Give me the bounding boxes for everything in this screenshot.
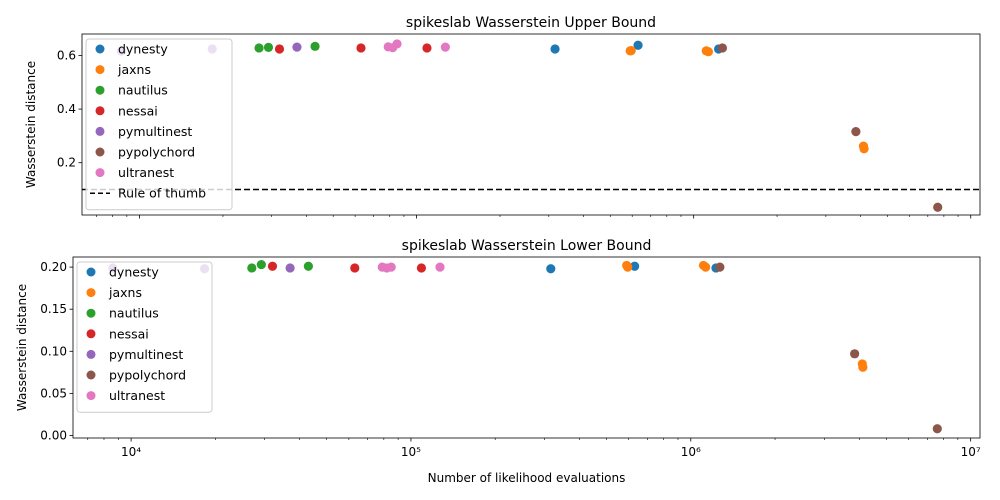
data-point-nessai bbox=[350, 263, 360, 273]
data-point-nautilus bbox=[256, 259, 266, 270]
y-tick-label: 0.20 bbox=[40, 260, 67, 274]
x-tick-label: 10⁵ bbox=[401, 445, 421, 459]
data-point-ultranest bbox=[435, 262, 445, 272]
data-point-dynesty bbox=[633, 40, 643, 50]
data-point-nessai bbox=[416, 263, 427, 273]
data-point-jaxns bbox=[858, 362, 868, 372]
legend-marker-nautilus bbox=[86, 308, 96, 318]
plot-frame bbox=[72, 256, 981, 439]
data-point-pypolychord bbox=[715, 262, 725, 272]
legend-label: Rule of thumb bbox=[118, 186, 206, 201]
chart-panel-upper: spikeslab Wasserstein Upper Bound 0.2 0.4 0… bbox=[24, 15, 981, 219]
data-point-jaxns bbox=[703, 47, 713, 57]
y-tick-label: 0.00 bbox=[40, 428, 67, 442]
data-point-nessai bbox=[267, 261, 278, 271]
y-axis-label: Wasserstein distance bbox=[15, 284, 29, 411]
data-point-ultranest bbox=[440, 42, 450, 52]
legend-label: nessai bbox=[109, 326, 149, 341]
data-point-ultranest bbox=[392, 39, 402, 49]
legend-marker-pymultinest bbox=[86, 349, 96, 359]
y-tick-label: 0.4 bbox=[57, 102, 76, 116]
data-point-pymultinest bbox=[285, 263, 295, 273]
y-tick-label: 0.6 bbox=[57, 48, 76, 62]
legend-marker-ultranest bbox=[86, 391, 96, 401]
legend-marker-pypolychord bbox=[86, 370, 96, 380]
data-point-pypolychord bbox=[850, 349, 860, 359]
data-point-pypolychord bbox=[933, 202, 943, 212]
legend-label: pypolychord bbox=[118, 145, 195, 160]
legend-marker-nessai bbox=[95, 106, 105, 116]
y-tick-label: 0.15 bbox=[40, 302, 67, 316]
data-point-jaxns bbox=[626, 46, 636, 56]
data-point-jaxns bbox=[623, 262, 633, 272]
y-tick-label: 0.05 bbox=[40, 386, 67, 400]
legend-marker-nautilus bbox=[95, 85, 105, 95]
data-point-jaxns bbox=[701, 262, 711, 272]
legend-marker-ultranest bbox=[95, 168, 105, 178]
legend-label: ultranest bbox=[109, 388, 165, 403]
legend-label: jaxns bbox=[117, 62, 151, 77]
data-point-nautilus bbox=[254, 43, 264, 53]
legend-marker-pypolychord bbox=[95, 147, 105, 157]
data-point-dynesty bbox=[546, 264, 556, 274]
y-axis-label: Wasserstein distance bbox=[24, 61, 38, 188]
legend-label: nautilus bbox=[118, 83, 168, 98]
data-point-nautilus bbox=[303, 261, 313, 271]
chart-panel-lower: spikeslab Wasserstein Lower Bound 10⁴ 10⁵ 1… bbox=[15, 238, 981, 485]
legend-label: pymultinest bbox=[109, 347, 183, 362]
data-point-nautilus bbox=[263, 42, 274, 53]
legend-label: nautilus bbox=[109, 306, 159, 321]
data-point-nautilus bbox=[247, 263, 257, 273]
legend-label: pypolychord bbox=[109, 368, 186, 383]
data-point-jaxns bbox=[859, 144, 869, 154]
plot-frame bbox=[81, 33, 981, 216]
data-point-nautilus bbox=[310, 41, 320, 51]
legend-label: nessai bbox=[118, 103, 158, 118]
x-tick-label: 10⁶ bbox=[681, 445, 701, 459]
data-point-dynesty bbox=[630, 261, 640, 271]
legend-label: dynesty bbox=[118, 42, 168, 57]
data-point-dynesty bbox=[550, 44, 560, 54]
legend-marker-jaxns bbox=[95, 65, 105, 75]
data-point-pypolychord bbox=[717, 43, 728, 53]
legend-box bbox=[76, 261, 213, 413]
legend-label: jaxns bbox=[108, 285, 142, 300]
data-point-pypolychord bbox=[932, 424, 942, 434]
legend-marker-jaxns bbox=[86, 288, 96, 298]
x-axis-label: Number of likelihood evaluations bbox=[428, 471, 626, 485]
y-tick-label: 0.10 bbox=[40, 344, 67, 358]
legend-label: pymultinest bbox=[118, 124, 192, 139]
legend-marker-nessai bbox=[86, 329, 96, 339]
legend-marker-dynesty bbox=[86, 267, 96, 277]
chart-title: spikeslab Wasserstein Upper Bound bbox=[406, 15, 656, 31]
data-point-pypolychord bbox=[851, 127, 861, 137]
data-point-nessai bbox=[274, 44, 285, 54]
legend-label: dynesty bbox=[109, 265, 159, 280]
legend-marker-dynesty bbox=[95, 44, 105, 54]
legend-marker-pymultinest bbox=[95, 126, 105, 136]
data-point-nessai bbox=[422, 43, 432, 53]
legend-label: ultranest bbox=[118, 165, 174, 180]
legend-box bbox=[85, 38, 233, 211]
chart-title: spikeslab Wasserstein Lower Bound bbox=[402, 238, 652, 254]
legend: dynesty jaxns nautilus nessai pymultinest pyp… bbox=[76, 261, 213, 413]
data-point-nessai bbox=[356, 43, 366, 53]
data-point-ultranest bbox=[386, 262, 396, 272]
x-tick-label: 10⁴ bbox=[121, 445, 141, 459]
x-tick-label: 10⁷ bbox=[961, 445, 981, 459]
legend: dynesty jaxns nautilus nessai pymultinest pyp… bbox=[85, 38, 233, 211]
data-point-pymultinest bbox=[292, 42, 302, 52]
y-tick-label: 0.2 bbox=[57, 156, 76, 170]
